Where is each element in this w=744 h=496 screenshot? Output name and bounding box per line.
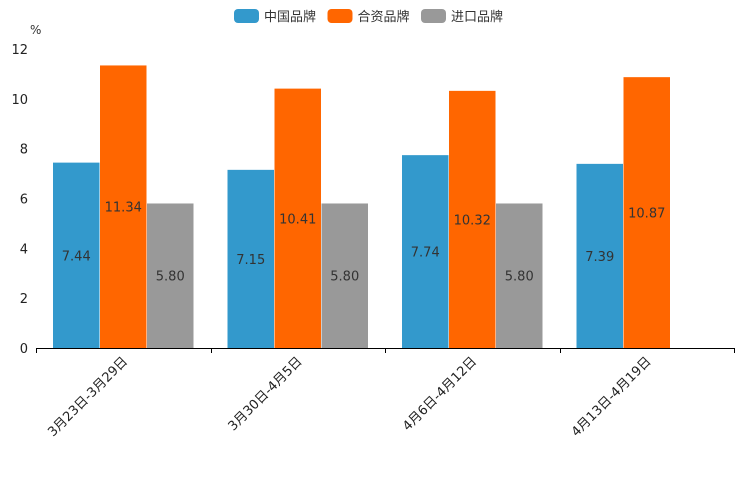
data-label: 7.15 [236, 253, 265, 268]
legend-label-3: 进口品牌 [451, 9, 503, 25]
y-tick-label: 8 [20, 143, 28, 158]
bar-1 [576, 163, 623, 348]
bar-3 [321, 203, 368, 348]
bar-3 [147, 203, 194, 348]
legend-label-2: 合资品牌 [358, 9, 410, 25]
data-label: 5.80 [505, 270, 534, 285]
data-label: 5.80 [330, 270, 359, 285]
y-tick-label: 10 [11, 93, 28, 108]
bar-2 [100, 65, 147, 348]
x-tick-label: 4月6日-4月12日 [400, 354, 480, 434]
x-tick-label: 3月30日-4月5日 [226, 354, 306, 434]
x-tick-label: 3月23日-3月29日 [45, 354, 131, 440]
data-label: 7.44 [62, 249, 91, 264]
y-axis-unit-label: % [30, 23, 41, 37]
legend: 中国品牌 合资品牌 进口品牌 [234, 9, 503, 25]
legend-swatch-1 [234, 9, 259, 23]
legend-label-1: 中国品牌 [264, 9, 316, 25]
data-label: 11.34 [105, 201, 142, 216]
x-tick-label: 4月13日-4月19日 [569, 354, 655, 440]
data-label: 7.39 [585, 250, 614, 265]
y-tick-label: 12 [11, 43, 28, 58]
y-axis: 0 2 4 6 8 10 12 [11, 43, 28, 357]
bar-2 [623, 77, 670, 349]
data-label: 10.87 [628, 207, 665, 222]
bar-2 [449, 90, 496, 349]
y-tick-label: 2 [20, 292, 28, 307]
y-tick-label: 0 [20, 342, 28, 357]
bar-1 [53, 162, 100, 348]
y-tick-label: 4 [20, 242, 28, 257]
bars: 7.44 11.34 5.80 7.15 10.41 5.80 7.74 10.32 5.80 7… [53, 65, 670, 349]
bar-1 [402, 155, 449, 348]
legend-swatch-2 [327, 9, 353, 23]
x-axis: 3月23日-3月29日 3月30日-4月5日 4月6日-4月12日 4月13日-4月1… [36, 348, 735, 440]
bar-1 [227, 169, 274, 348]
bar-3 [496, 203, 543, 348]
y-tick-label: 6 [20, 193, 28, 208]
data-label: 5.80 [156, 270, 185, 285]
legend-swatch-3 [421, 9, 446, 23]
data-label: 10.32 [454, 213, 491, 228]
data-label: 7.74 [411, 246, 440, 261]
bar-2 [274, 88, 321, 349]
data-label: 10.41 [279, 212, 316, 227]
